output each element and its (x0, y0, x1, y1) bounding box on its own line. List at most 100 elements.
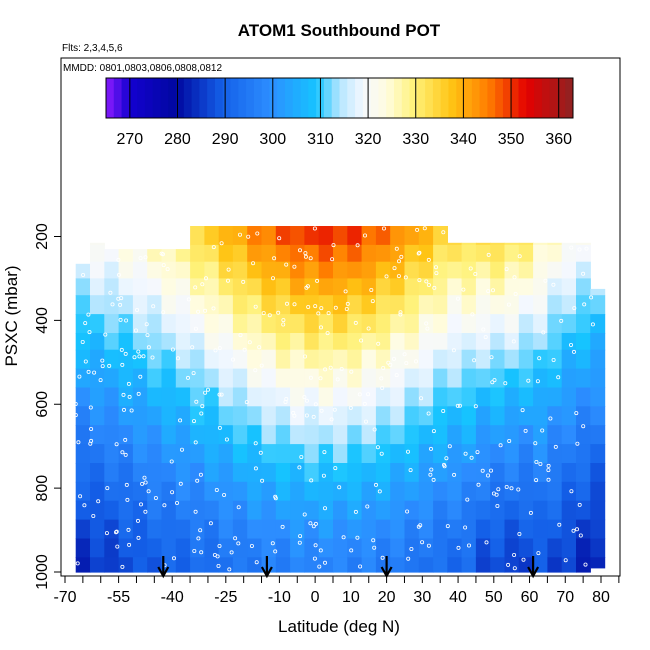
observation-point (116, 296, 121, 301)
observation-point (253, 441, 258, 446)
observation-point (253, 466, 258, 471)
observation-point (236, 541, 241, 546)
heatmap-cell (504, 519, 520, 540)
colorbar-segment (393, 78, 403, 118)
heatmap-cell (375, 463, 391, 483)
heatmap-cell (490, 261, 506, 280)
colorbar-tick-label: 330 (402, 131, 429, 148)
observation-point (332, 407, 337, 412)
heatmap-cell (433, 244, 448, 263)
observation-point (133, 328, 138, 333)
heatmap-cell (132, 406, 148, 426)
observation-point (426, 257, 431, 262)
observation-point (280, 524, 285, 529)
heatmap-cell (461, 425, 477, 445)
observation-point (473, 271, 478, 276)
y-tick-label: 600 (34, 391, 51, 418)
observation-point (582, 302, 587, 307)
heatmap-cell (333, 406, 348, 426)
observation-point (120, 362, 125, 367)
heatmap-cell (375, 500, 391, 521)
observation-point (76, 440, 81, 445)
observation-point (546, 463, 551, 468)
observation-point (226, 267, 231, 272)
heatmap-cell (132, 249, 148, 263)
observation-point (578, 533, 583, 538)
observation-point (297, 465, 302, 470)
heatmap-cell (290, 387, 305, 407)
observation-point (424, 279, 429, 284)
observation-point (302, 354, 307, 359)
heatmap-cell (333, 368, 348, 389)
observation-point (114, 530, 119, 535)
observation-point (267, 313, 272, 318)
colorbar-segment (557, 78, 566, 118)
colorbar-segment (121, 78, 130, 118)
observation-point (511, 339, 516, 344)
y-tick-label: 1000 (34, 554, 51, 590)
x-tick-label: -70 (53, 589, 76, 606)
x-tick-label: 40 (449, 589, 467, 606)
heatmap-cell (333, 500, 348, 521)
x-axis: -70 -55 -40 -25 -10 0 10 20 30 40 50 60 70 80 (53, 576, 620, 606)
heatmap-cell (475, 557, 491, 573)
heatmap-cell (275, 387, 291, 407)
observation-point (214, 487, 219, 492)
observation-point (488, 468, 493, 473)
x-tick-label: 70 (556, 589, 574, 606)
heatmap-cell (475, 425, 491, 445)
heatmap-cell (576, 538, 591, 558)
heatmap-cell (204, 463, 220, 483)
observation-point (81, 272, 86, 277)
heatmap-cell (518, 242, 534, 246)
heatmap-cell (90, 519, 105, 540)
heatmap-cell (433, 261, 448, 280)
colorbar-segment (323, 78, 333, 118)
heatmap-cell (90, 333, 105, 351)
observation-point (80, 339, 85, 344)
heatmap-cell (232, 481, 248, 502)
heatmap-cell (418, 295, 434, 315)
observation-point (534, 459, 539, 464)
observation-point (574, 411, 579, 416)
observation-point (386, 360, 391, 365)
heatmap-cell (447, 463, 463, 483)
observation-points (73, 226, 595, 572)
observation-point (363, 419, 368, 424)
colorbar-segment (518, 78, 527, 118)
heatmap-cell (118, 425, 134, 445)
observation-point (203, 276, 208, 281)
observation-point (253, 368, 258, 373)
heatmap-cell (104, 519, 120, 540)
colorbar-segment (510, 78, 520, 118)
observation-point (575, 527, 580, 532)
colorbar-segment (214, 78, 224, 118)
observation-point (100, 364, 105, 369)
observation-point (476, 482, 481, 487)
observation-point (136, 349, 141, 354)
observation-point (108, 290, 113, 295)
colorbar-tick-label: 280 (164, 131, 191, 148)
heatmap-cell (132, 481, 148, 502)
heatmap-cell (118, 463, 134, 483)
observation-point (292, 264, 297, 269)
heatmap-cell (218, 519, 234, 540)
heatmap-cell (390, 349, 406, 370)
heatmap-cell (518, 500, 534, 521)
observation-point (466, 543, 471, 548)
heatmap-cell (132, 557, 148, 573)
observation-point (420, 540, 425, 545)
observation-point (217, 346, 222, 351)
observation-point (211, 245, 216, 250)
observation-point (246, 234, 251, 239)
observation-point (512, 553, 517, 558)
heatmap-cell (175, 349, 191, 370)
heatmap-cell (404, 333, 420, 351)
heatmap-cell (147, 444, 163, 464)
heatmap-cell (433, 349, 448, 370)
heatmap-cell (361, 261, 377, 280)
observation-point (170, 490, 175, 495)
observation-point (426, 411, 431, 416)
observation-point (96, 499, 101, 504)
heatmap-cell (490, 444, 506, 464)
